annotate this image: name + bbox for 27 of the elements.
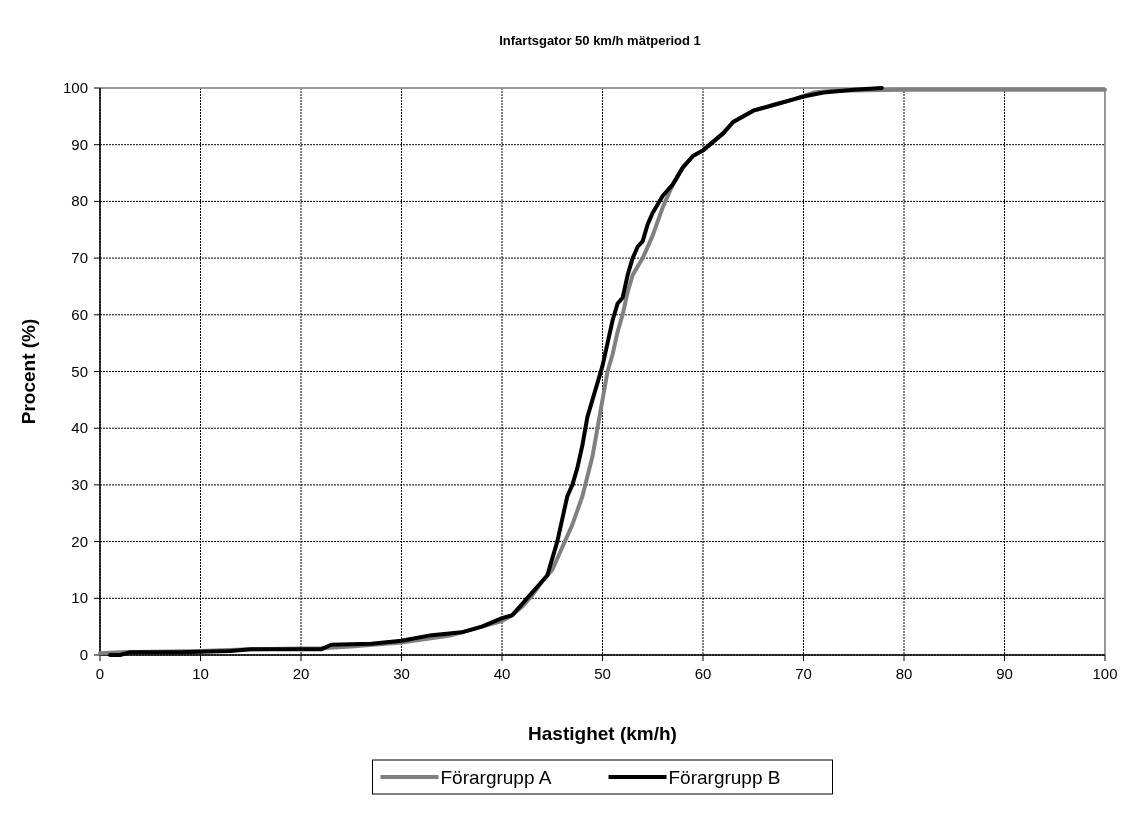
chart-title: Infartsgator 50 km/h mätperiod 1 (499, 33, 701, 48)
y-tick-label: 0 (79, 646, 88, 663)
y-axis-title: Procent (%) (18, 318, 39, 425)
x-tick-label: 100 (1092, 665, 1118, 682)
y-tick-label: 20 (71, 532, 88, 550)
legend-label: Förargrupp B (668, 767, 781, 788)
y-tick-label: 40 (71, 419, 88, 437)
x-tick-label: 50 (594, 665, 611, 682)
y-tick-label: 10 (71, 589, 88, 607)
y-tick-label: 90 (71, 135, 88, 153)
x-tick-label: 30 (393, 665, 410, 682)
x-tick-label: 0 (95, 665, 105, 682)
x-tick-label: 60 (694, 665, 712, 682)
x-tick-label: 20 (292, 665, 310, 682)
y-tick-label: 30 (71, 475, 88, 493)
x-tick-label: 40 (493, 665, 511, 682)
y-tick-label: 70 (71, 249, 88, 267)
y-tick-label: 100 (62, 79, 88, 96)
y-tick-label: 60 (71, 305, 88, 323)
x-tick-label: 70 (795, 665, 812, 682)
x-tick-label: 10 (192, 665, 209, 682)
y-tick-label: 80 (71, 192, 88, 210)
x-tick-label: 90 (996, 665, 1013, 682)
x-tick-label: 80 (895, 665, 913, 682)
x-axis-title: Hastighet (km/h) (528, 723, 677, 744)
y-tick-label: 50 (71, 362, 88, 380)
legend-label: Förargrupp A (440, 767, 552, 788)
